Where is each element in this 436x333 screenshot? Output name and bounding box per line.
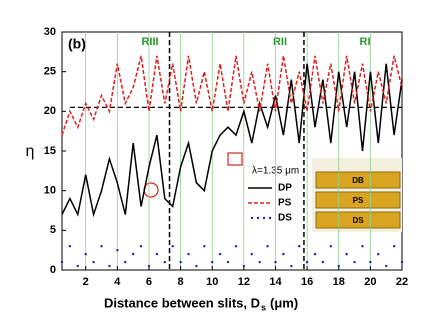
legend-swatch: [262, 216, 266, 220]
ds-point: [290, 264, 293, 268]
y-tick-label: 25: [44, 66, 56, 78]
inset-label: DB: [352, 176, 364, 185]
region-label: RII: [273, 36, 287, 48]
ds-point: [147, 264, 151, 268]
legend-swatch: [268, 216, 272, 220]
ds-point: [258, 260, 261, 264]
series-line: [61, 63, 403, 218]
x-axis-label: Distance between slits, D: [104, 295, 260, 310]
ds-point: [218, 252, 222, 256]
ds-point: [400, 260, 404, 264]
ds-point: [116, 248, 119, 252]
ds-point: [203, 245, 206, 248]
ds-point: [226, 260, 230, 264]
series-line: [61, 55, 403, 136]
ds-point: [329, 245, 333, 248]
highlight-box: [227, 152, 243, 166]
x-tick-label: 18: [333, 276, 345, 288]
ds-point: [60, 260, 64, 264]
ds-point: [250, 252, 253, 256]
x-tick-label: 6: [146, 276, 152, 288]
inset-layer: [315, 171, 401, 189]
x-tick-label: 12: [238, 276, 250, 288]
x-tick-label: 2: [83, 276, 89, 288]
region-label: RI: [360, 36, 371, 48]
ds-point: [211, 260, 214, 264]
legend-label: DS: [278, 213, 292, 224]
ds-point: [179, 260, 182, 264]
ds-point: [345, 252, 348, 256]
ds-point: [195, 264, 198, 268]
ds-point: [108, 264, 111, 268]
plot-frame: [61, 31, 403, 271]
ds-point: [155, 252, 159, 256]
ds-point: [282, 252, 285, 256]
inset: DB PS DS: [312, 158, 402, 232]
ds-point: [124, 260, 127, 264]
ds-point: [84, 252, 87, 256]
x-tick-label: 22: [396, 276, 408, 288]
legend-label: PS: [278, 198, 292, 209]
ds-point: [131, 252, 135, 256]
inset-layer: [315, 211, 401, 229]
y-tick-label: 30: [44, 26, 56, 38]
y-tick-label: 0: [50, 264, 56, 276]
region-label: RIII: [141, 36, 158, 48]
ds-point: [242, 264, 246, 268]
x-tick-label: 8: [178, 276, 184, 288]
ds-point: [76, 264, 80, 268]
ds-point: [392, 245, 396, 248]
ds-point: [353, 260, 356, 264]
ds-point: [187, 252, 190, 256]
inset-label: DS: [352, 216, 364, 225]
panel-label: (b): [68, 36, 86, 52]
ds-point: [361, 245, 364, 248]
ds-point: [274, 260, 277, 264]
ds-point: [163, 260, 166, 264]
legend-label: DP: [278, 183, 292, 194]
ds-point: [92, 260, 95, 264]
inset-layer: [315, 191, 401, 209]
y-axis-label: η: [26, 143, 35, 160]
ds-point: [369, 260, 372, 264]
ds-point: [321, 260, 325, 264]
inset-label: PS: [353, 196, 364, 205]
ds-point: [305, 260, 309, 264]
ds-point: [266, 245, 269, 248]
y-tick-label: 10: [44, 185, 56, 197]
ds-point: [100, 245, 103, 248]
legend-swatch: [250, 216, 254, 220]
x-axis-unit: (μm): [270, 295, 298, 310]
ds-point: [139, 245, 143, 248]
x-tick-label: 4: [114, 276, 121, 288]
y-tick-label: 20: [44, 105, 56, 117]
y-tick-label: 5: [50, 224, 56, 236]
ds-point: [377, 252, 380, 256]
x-tick-label: 20: [364, 276, 376, 288]
ds-point: [384, 264, 388, 268]
ds-point: [68, 245, 72, 248]
y-tick-label: 15: [44, 145, 56, 157]
ds-point: [171, 245, 174, 248]
ds-point: [337, 264, 340, 268]
x-tick-label: 16: [301, 276, 313, 288]
ds-point: [234, 245, 238, 248]
x-tick-label: 10: [206, 276, 218, 288]
ds-point: [313, 252, 317, 256]
x-axis-label-sub: s: [261, 302, 266, 312]
x-tick-label: 14: [269, 276, 282, 288]
legend-swatch: [256, 216, 260, 220]
ds-point: [298, 245, 301, 248]
